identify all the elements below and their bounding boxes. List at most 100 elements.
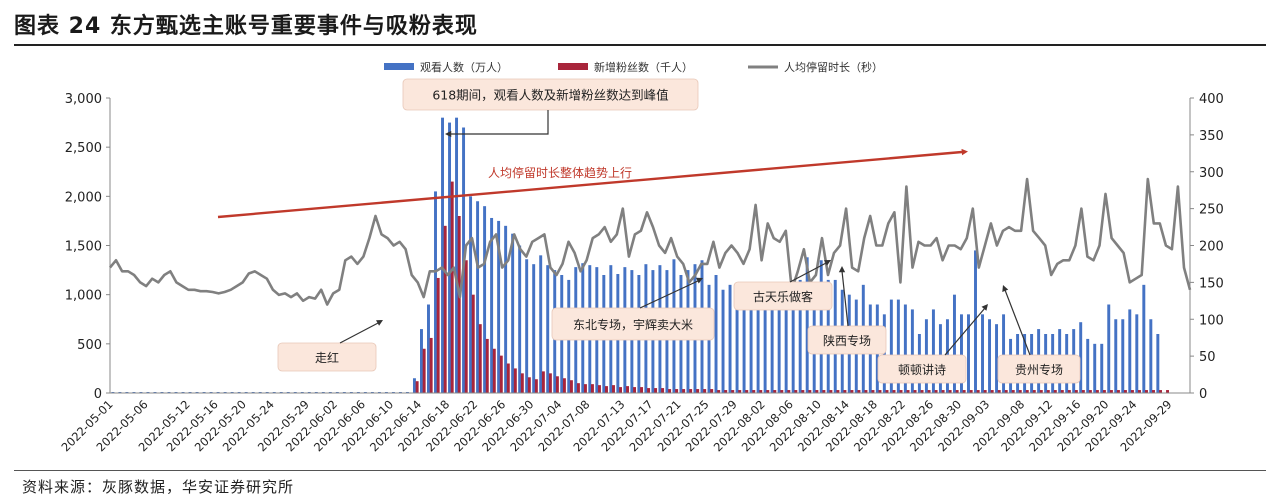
- right-tick-label: 50: [1199, 350, 1216, 365]
- annotation-box-guizhou: [997, 354, 1081, 384]
- dongbei-leader: [639, 279, 701, 309]
- annotation-text-trend: 人均停留时长整体趋势上行: [488, 165, 632, 180]
- dongdong-leader-head: [981, 304, 988, 311]
- fans-bar: [633, 387, 637, 393]
- views-bar: [1128, 309, 1132, 393]
- views-bar: [1079, 322, 1083, 393]
- zouhong-leader-head: [376, 320, 383, 326]
- right-tick-label: 400: [1199, 92, 1224, 107]
- fans-bar: [766, 390, 770, 393]
- dongbei-leader-head: [696, 277, 703, 284]
- views-bar: [735, 294, 739, 393]
- guizhou-leader-head: [1002, 285, 1009, 292]
- fans-bar: [492, 348, 496, 393]
- annotation-box-zouhong: [277, 342, 377, 372]
- views-bar: [791, 289, 795, 393]
- fans-bar: [822, 390, 826, 393]
- views-bar: [798, 279, 802, 393]
- fans-bar: [626, 386, 629, 393]
- legend: 观看人数（万人） 新增粉丝数（千人） 人均停留时长（秒）: [384, 60, 883, 74]
- fans-bar: [598, 385, 601, 393]
- annotation-text-zouhong: 走红: [315, 350, 339, 365]
- views-bar: [967, 314, 970, 393]
- left-tick-label: 3,000: [65, 92, 102, 107]
- views-bar: [896, 299, 900, 393]
- fans-bar: [941, 390, 945, 393]
- views-bar: [988, 319, 992, 393]
- fans-bar: [1081, 390, 1085, 393]
- fans-bar: [836, 390, 840, 393]
- right-tick-label: 250: [1199, 203, 1224, 218]
- fans-bar: [661, 388, 665, 393]
- fans-bar: [815, 390, 819, 393]
- views-bar: [1135, 314, 1139, 393]
- fans-bar: [899, 390, 903, 393]
- views-bar: [532, 264, 536, 393]
- legend-swatch-0: [384, 63, 414, 70]
- fans-bar: [962, 390, 966, 393]
- annotation-text-peak: 618期间，观看人数及新增粉丝数达到峰值: [432, 88, 668, 103]
- source-divider: [14, 470, 1266, 471]
- fans-bar: [576, 383, 580, 393]
- source-note: 资料来源：灰豚数据，华安证券研究所: [22, 478, 295, 496]
- legend-label-1: 新增粉丝数（千人）: [594, 60, 693, 74]
- fans-bar: [752, 390, 756, 393]
- views-bar: [1142, 284, 1146, 393]
- views-bar: [910, 309, 914, 393]
- views-bar: [903, 304, 907, 393]
- fans-bar: [717, 390, 721, 393]
- views-bar: [1149, 319, 1153, 393]
- fans-bar: [689, 389, 693, 393]
- fans-bar: [780, 390, 784, 393]
- fans-bar: [850, 390, 854, 393]
- fans-bar: [1166, 390, 1169, 393]
- views-bar: [1100, 343, 1104, 393]
- fans-bar: [864, 390, 868, 393]
- annotation-text-guizhou: 贵州专场: [1015, 362, 1063, 377]
- views-bar: [497, 220, 501, 393]
- fans-bar: [555, 376, 559, 393]
- fans-bar: [1152, 390, 1155, 393]
- annotation-text-dongdong: 顿顿讲诗: [898, 362, 946, 377]
- left-tick-label: 1,000: [65, 289, 102, 304]
- views-bar: [441, 117, 444, 394]
- right-tick-label: 100: [1199, 313, 1224, 328]
- fans-bar: [675, 389, 679, 393]
- views-bar: [546, 265, 550, 393]
- fans-bar: [773, 390, 777, 393]
- dwell-line: [108, 177, 1192, 306]
- fans-bar: [738, 390, 742, 393]
- views-bar: [490, 217, 494, 393]
- fans-bar: [583, 384, 587, 393]
- fans-bar: [857, 390, 861, 393]
- legend-label-0: 观看人数（万人）: [420, 60, 508, 74]
- fans-bar: [478, 324, 482, 393]
- views-bar: [504, 225, 508, 393]
- peak-leader-head: [445, 130, 452, 138]
- dwell-line-group: [108, 177, 1192, 306]
- views-bar: [1121, 319, 1125, 393]
- fans-bar: [871, 390, 875, 393]
- fans-bar: [1060, 390, 1064, 393]
- gutian-leader-head: [824, 260, 831, 266]
- fans-bar: [647, 388, 651, 393]
- annotation-box-shaanxi: [807, 325, 887, 355]
- shaanxi-leader-head: [838, 266, 846, 273]
- right-tick-label: 0: [1199, 387, 1207, 402]
- views-bar: [756, 294, 760, 393]
- views-bar: [714, 275, 718, 393]
- views-bar: [525, 259, 529, 393]
- fans-bar: [1116, 390, 1120, 393]
- views-bar: [1086, 338, 1090, 393]
- fans-bar: [668, 389, 672, 393]
- fans-bar: [569, 380, 573, 393]
- fans-bar: [983, 390, 987, 393]
- fans-bar: [1130, 390, 1134, 393]
- views-bar: [1107, 304, 1111, 393]
- views-bar: [974, 250, 977, 393]
- views-bar: [483, 206, 487, 393]
- views-bar: [889, 299, 893, 393]
- views-bar: [981, 314, 984, 393]
- title-divider: [14, 44, 1266, 46]
- annotation-text-dongbei: 东北专场，宇辉卖大米: [573, 317, 693, 332]
